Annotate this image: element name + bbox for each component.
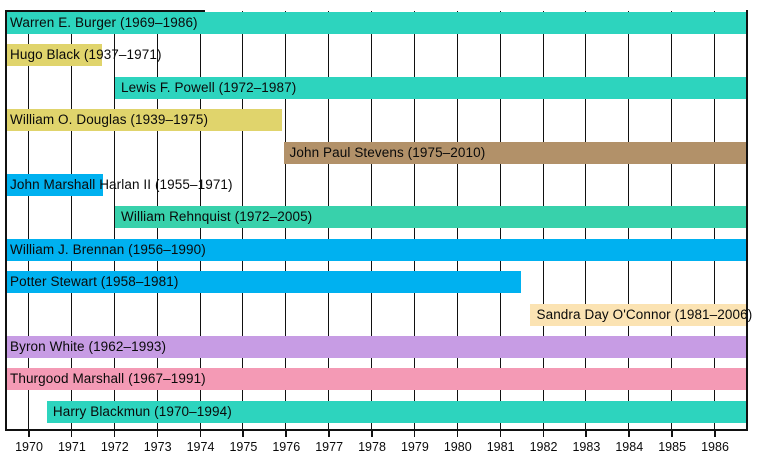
- timeline-bar: [283, 141, 746, 164]
- x-axis-tick-label: 1974: [186, 440, 215, 454]
- x-axis-tick-label: 1982: [529, 440, 558, 454]
- x-axis-tick: [714, 430, 716, 437]
- timeline-bar-label: William J. Brennan (1956–1990): [10, 241, 206, 257]
- x-axis-tick: [156, 430, 159, 437]
- x-axis-tick: [499, 430, 502, 437]
- x-axis-tick-label: 1977: [315, 440, 344, 454]
- timeline-bar-label: Sandra Day O'Connor (1981–2006): [536, 306, 753, 322]
- timeline-bar: [530, 303, 746, 326]
- x-axis-tick: [542, 430, 544, 437]
- timeline-bar: [46, 400, 746, 423]
- timeline-bar: [6, 238, 746, 261]
- x-axis-tick: [285, 430, 287, 437]
- timeline-bar-label: Harry Blackmun (1970–1994): [52, 403, 232, 419]
- timeline-bar: [6, 174, 104, 196]
- x-axis-tick: [199, 430, 201, 437]
- x-axis-tick: [585, 430, 587, 437]
- timeline-bar: [6, 12, 746, 34]
- timeline-bar: [115, 76, 746, 99]
- x-axis-tick-label: 1978: [358, 440, 386, 454]
- timeline-bar-label: John Paul Stevens (1975–2010): [289, 144, 486, 160]
- x-axis-tick-label: 1980: [443, 440, 472, 454]
- plot-border-right: [745, 10, 748, 430]
- timeline-bar-label: Thurgood Marshall (1967–1991): [10, 371, 206, 387]
- x-axis-tick-label: 1970: [15, 440, 43, 454]
- x-axis-tick: [671, 430, 673, 437]
- x-axis-tick-label: 1979: [400, 440, 429, 454]
- x-axis-tick-label: 1983: [572, 440, 601, 454]
- timeline-bar: [115, 206, 746, 229]
- x-axis-tick-label: 1984: [615, 440, 644, 454]
- x-axis-tick: [28, 430, 30, 437]
- year-gridline: [70, 11, 72, 430]
- timeline-bar: [6, 271, 522, 294]
- timeline-bar: [6, 44, 103, 67]
- x-axis-tick-label: 1976: [272, 440, 301, 454]
- x-axis-tick: [242, 430, 244, 437]
- x-axis-tick-label: 1973: [143, 440, 172, 454]
- timeline-bar: [6, 336, 746, 358]
- timeline-bar-label: Potter Stewart (1958–1981): [10, 274, 179, 290]
- x-axis-tick-label: 1985: [658, 440, 687, 454]
- x-axis-tick-label: 1981: [486, 440, 515, 454]
- timeline-bar-label: William Rehnquist (1972–2005): [121, 209, 313, 225]
- x-axis-tick: [456, 430, 459, 437]
- x-axis-tick: [413, 430, 416, 437]
- timeline-bar-label: Hugo Black (1937–1971): [10, 47, 162, 63]
- x-axis-tick: [70, 430, 73, 437]
- timeline-bar-label: Warren E. Burger (1969–1986): [10, 15, 198, 30]
- timeline-bar-label: Byron White (1962–1993): [10, 339, 167, 354]
- timeline-bar-label: Lewis F. Powell (1972–1987): [121, 79, 297, 95]
- year-gridline: [113, 11, 115, 430]
- x-axis-tick: [628, 430, 630, 437]
- year-gridline: [28, 11, 29, 430]
- timeline-bar: [6, 368, 746, 391]
- x-axis-line: [5, 429, 748, 431]
- x-axis-tick: [371, 430, 373, 437]
- x-axis-tick: [328, 430, 330, 437]
- x-axis-tick-label: 1972: [100, 440, 129, 454]
- plot-border-top-segment: [5, 10, 205, 12]
- x-axis-tick-label: 1975: [229, 440, 258, 454]
- x-axis-tick-label: 1986: [701, 440, 729, 454]
- timeline-bar-label: John Marshall Harlan II (1955–1971): [10, 177, 233, 192]
- plot-border-left: [5, 10, 7, 430]
- x-axis-tick-label: 1971: [57, 440, 86, 454]
- timeline-bar-label: William O. Douglas (1939–1975): [10, 112, 209, 128]
- timeline-bar: [6, 109, 282, 132]
- x-axis-tick: [113, 430, 116, 437]
